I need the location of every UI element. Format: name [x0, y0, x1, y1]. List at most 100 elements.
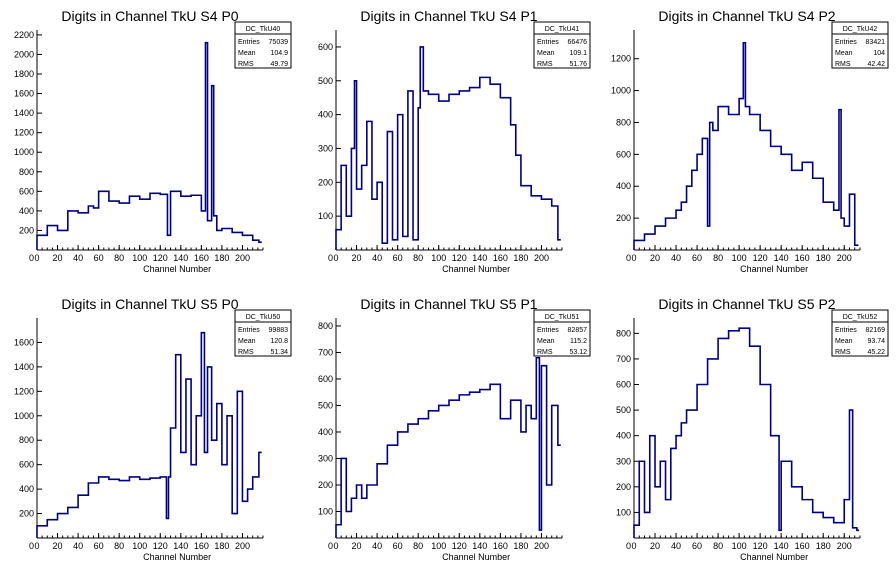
x-tick-label: 140 — [472, 253, 487, 263]
x-tick-label: 20 — [650, 541, 660, 551]
x-axis-title: Channel Number — [143, 552, 211, 562]
stats-value: 66476 — [568, 39, 588, 46]
y-tick-label: 800 — [318, 321, 333, 331]
stats-label: Mean — [835, 338, 853, 345]
x-tick-label: 180 — [513, 253, 528, 263]
x-tick-label: 20 — [650, 253, 660, 263]
stats-label: RMS — [537, 61, 553, 68]
stats-label: Entries — [537, 327, 559, 334]
x-tick-label: 80 — [114, 253, 124, 263]
x-tick-label: 120 — [153, 253, 168, 263]
histogram-panel: Digits in Channel TkU S4 P0 0 20 40 60 80 100 1… — [14, 8, 292, 274]
x-tick-label: 160 — [795, 541, 810, 551]
x-tick-label: 200 — [534, 253, 549, 263]
x-tick-label: 0 — [333, 253, 338, 263]
x-tick-label: 40 — [372, 541, 382, 551]
stats-name: DC_TkU41 — [545, 26, 580, 33]
x-tick-label: 40 — [671, 541, 681, 551]
stats-value: 53.12 — [569, 349, 587, 356]
y-tick-label: 1800 — [14, 69, 34, 79]
x-tick-label: 200 — [235, 253, 250, 263]
stats-label: RMS — [835, 61, 851, 68]
x-tick-label: 20 — [53, 541, 63, 551]
x-axis-title: Channel Number — [143, 264, 211, 274]
x-tick-label: 160 — [194, 541, 209, 551]
x-tick-label: 60 — [94, 253, 104, 263]
stats-name: DC_TkU51 — [545, 314, 580, 321]
y-tick-label: 2000 — [14, 49, 34, 59]
stats-label: Mean — [537, 50, 555, 57]
y-tick-label: 1600 — [14, 337, 34, 347]
origin-label: 0 — [29, 541, 34, 551]
x-tick-label: 80 — [713, 253, 723, 263]
x-tick-label: 180 — [816, 253, 831, 263]
y-tick-label: 600 — [318, 42, 333, 52]
x-tick-label: 200 — [534, 541, 549, 551]
x-tick-label: 120 — [452, 541, 467, 551]
x-tick-label: 100 — [431, 253, 446, 263]
stats-box — [831, 309, 889, 357]
histogram-panel: Digits in Channel TkU S5 P0 0 20 40 60 80 100 1… — [14, 296, 292, 562]
histogram-series — [335, 356, 561, 538]
stats-box — [234, 21, 292, 69]
y-tick-label: 200 — [616, 482, 631, 492]
origin-label: 0 — [328, 253, 333, 263]
y-tick-label: 1000 — [14, 411, 34, 421]
x-tick-label: 140 — [472, 541, 487, 551]
y-tick-label: 400 — [616, 431, 631, 441]
x-tick-label: 200 — [837, 541, 852, 551]
x-tick-label: 0 — [333, 541, 338, 551]
y-tick-label: 1200 — [14, 128, 34, 138]
stats-box — [533, 309, 591, 357]
stats-value: 99883 — [269, 327, 289, 334]
y-tick-label: 600 — [616, 149, 631, 159]
y-tick-label: 600 — [19, 460, 34, 470]
x-axis-title: Channel Number — [740, 264, 808, 274]
y-tick-label: 1400 — [14, 362, 34, 372]
y-tick-label: 800 — [19, 167, 34, 177]
x-tick-label: 80 — [114, 541, 124, 551]
x-tick-label: 120 — [452, 253, 467, 263]
y-tick-label: 200 — [19, 225, 34, 235]
y-tick-label: 600 — [318, 374, 333, 384]
y-tick-label: 600 — [616, 380, 631, 390]
stats-value: 109.1 — [569, 50, 587, 57]
stats-label: Mean — [238, 50, 256, 57]
x-tick-label: 60 — [692, 541, 702, 551]
origin-label: 0 — [29, 253, 34, 263]
x-tick-label: 160 — [194, 253, 209, 263]
origin-label: 0 — [626, 253, 631, 263]
stats-value: 51.34 — [270, 349, 288, 356]
histogram-panel: Digits in Channel TkU S4 P2 0 20 40 60 80 100 1… — [611, 8, 889, 274]
stats-name: DC_TkU42 — [843, 26, 878, 33]
x-tick-label: 40 — [73, 541, 83, 551]
y-tick-label: 300 — [616, 456, 631, 466]
x-tick-label: 60 — [393, 253, 403, 263]
stats-value: 104 — [873, 50, 885, 57]
stats-label: RMS — [238, 61, 254, 68]
y-tick-label: 1000 — [14, 147, 34, 157]
stats-label: Entries — [537, 39, 559, 46]
x-tick-label: 100 — [132, 253, 147, 263]
stats-box — [234, 309, 292, 357]
stats-name: DC_TkU50 — [246, 314, 281, 321]
y-tick-label: 1200 — [14, 386, 34, 396]
stats-value: 45.22 — [867, 349, 885, 356]
stats-box — [533, 21, 591, 69]
y-tick-label: 300 — [318, 453, 333, 463]
chart-title: Digits in Channel TkU S5 P2 — [658, 296, 835, 312]
x-tick-label: 140 — [774, 541, 789, 551]
origin-label: 0 — [328, 541, 333, 551]
x-tick-label: 100 — [732, 541, 747, 551]
x-tick-label: 60 — [94, 541, 104, 551]
y-tick-label: 700 — [318, 347, 333, 357]
x-tick-label: 180 — [214, 253, 229, 263]
x-tick-label: 20 — [352, 541, 362, 551]
x-axis-title: Channel Number — [442, 552, 510, 562]
x-tick-label: 200 — [837, 253, 852, 263]
x-tick-label: 80 — [413, 541, 423, 551]
y-tick-label: 400 — [19, 484, 34, 494]
stats-label: Entries — [835, 39, 857, 46]
